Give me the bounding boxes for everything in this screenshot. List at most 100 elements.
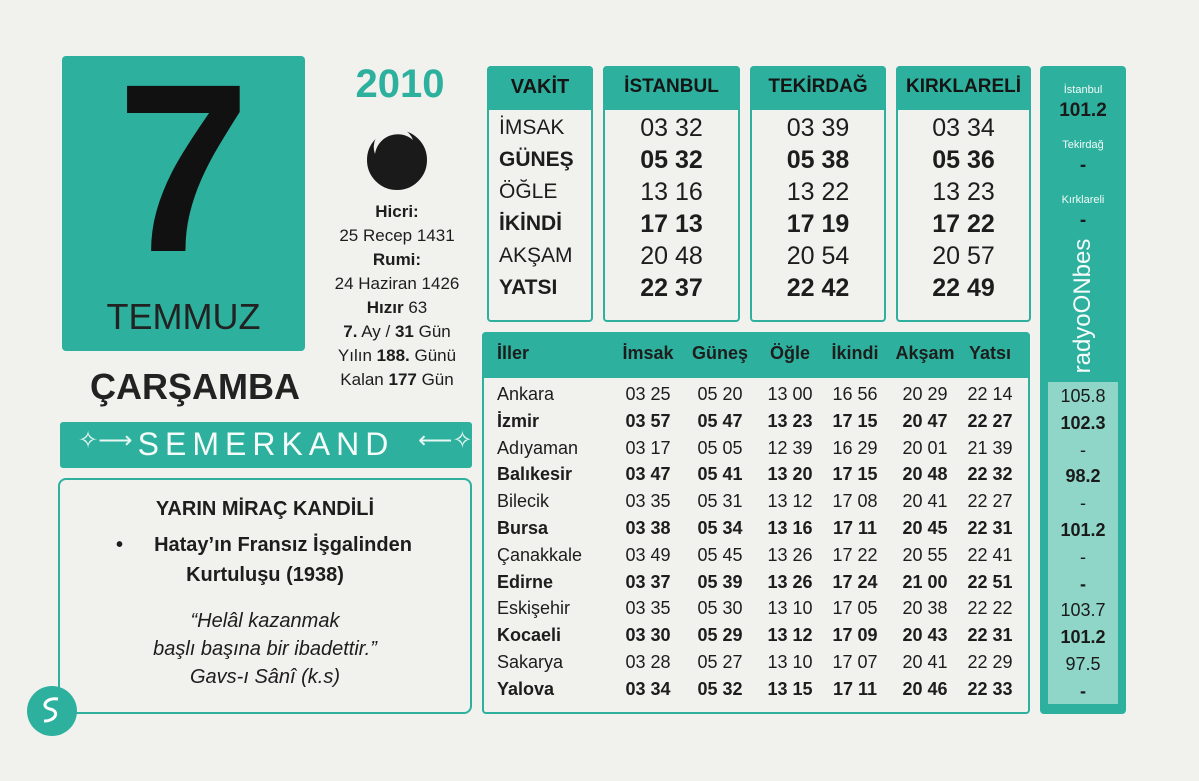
prayer-time: 20 57 (932, 242, 995, 270)
brand-band (60, 422, 472, 468)
cities-header-text: Öğle (769, 343, 810, 363)
prayer-header-text: İSTANBUL (624, 76, 719, 97)
info-text: Rumi: (372, 250, 422, 269)
city-time: 17 08 (832, 491, 878, 512)
info-line: Kalan 177 Gün (318, 368, 476, 392)
city-time: 05 31 (697, 491, 743, 512)
prayer-time: 03 34 (932, 114, 995, 142)
prayer-name: ÖĞLE (499, 180, 558, 203)
city-time: 20 48 (902, 464, 948, 485)
city-name: Eskişehir (497, 598, 571, 619)
info-text: 63 (403, 298, 428, 317)
brand-ornament: ⟵✧ (418, 427, 473, 454)
city-name: Bilecik (497, 491, 550, 512)
prayer-time: 05 36 (932, 146, 995, 174)
city-time: 03 25 (625, 384, 671, 404)
prayer-col-header (896, 66, 1031, 110)
info-line: Rumi: (318, 248, 476, 272)
radio-freq: - (1079, 210, 1087, 231)
note-bullet-line: Kurtuluşu (1938) (186, 564, 344, 586)
brand-logo (27, 686, 77, 736)
city-time: 20 01 (902, 437, 948, 458)
info-text: Yılın (337, 346, 377, 365)
cities-header-text: Yatsı (968, 343, 1012, 363)
prayer-time: 13 16 (640, 178, 703, 206)
city-time: 03 57 (625, 410, 671, 431)
city-time: 21 39 (967, 437, 1013, 458)
note-bullet: • (116, 534, 124, 556)
prayer-name: GÜNEŞ (499, 148, 574, 171)
city-time: 20 41 (902, 491, 948, 512)
note-title: YARIN MİRAÇ KANDİLİ (155, 498, 375, 520)
city-time: 03 28 (625, 652, 671, 672)
prayer-header-text: VAKİT (510, 76, 570, 98)
prayer-name: AKŞAM (499, 244, 573, 267)
radio-freq: 101.2 (1060, 627, 1106, 648)
city-time: 13 10 (767, 652, 813, 672)
prayer-time: 03 32 (640, 114, 703, 142)
info-text: Ay / (357, 322, 395, 341)
city-time: 17 15 (832, 410, 878, 431)
city-time: 20 29 (902, 384, 948, 404)
info-text: Hızır (366, 298, 404, 317)
city-time: 22 14 (967, 384, 1013, 404)
city-time: 05 29 (697, 625, 743, 646)
city-time: 20 55 (902, 544, 948, 565)
city-name: Adıyaman (497, 437, 579, 458)
city-time: 17 09 (832, 625, 878, 646)
city-time: 20 38 (902, 598, 948, 619)
prayer-time: 22 37 (640, 274, 703, 302)
prayer-header-text: TEKİRDAĞ (768, 76, 868, 97)
city-time: 13 20 (767, 464, 813, 485)
city-time: 03 47 (625, 464, 671, 485)
prayer-time: 13 22 (786, 178, 850, 206)
city-time: 20 47 (902, 410, 948, 431)
radio-freq: 98.2 (1065, 466, 1101, 487)
info-text: 177 (388, 370, 417, 389)
city-name: Balıkesir (497, 464, 573, 485)
radio-freq-panel (1048, 382, 1118, 704)
city-name: Bursa (497, 518, 549, 538)
city-time: 17 07 (832, 652, 878, 672)
radio-freq: 101.2 (1059, 100, 1107, 121)
info-text: Kalan (340, 370, 389, 389)
city-time: 13 00 (767, 384, 813, 404)
day-box (62, 56, 305, 351)
city-time: 16 56 (832, 384, 878, 404)
prayer-header-text: KIRKLARELİ (905, 76, 1022, 97)
city-time: 03 17 (625, 437, 671, 458)
prayer-time: 05 38 (786, 146, 850, 174)
radio-freq: 105.8 (1060, 386, 1106, 406)
prayer-time: 17 22 (932, 210, 995, 238)
info-text: Gün (413, 322, 451, 341)
prayer-col-header (603, 66, 740, 110)
city-time: 05 20 (697, 384, 743, 404)
info-line: Hicri: (318, 200, 476, 224)
info-line: 25 Recep 1431 (318, 224, 476, 248)
city-time: 17 24 (832, 571, 878, 592)
info-text: 188. (376, 346, 410, 365)
city-time: 05 34 (697, 518, 743, 538)
city-name: Kocaeli (497, 625, 562, 646)
city-time: 22 27 (967, 491, 1013, 512)
city-time: 12 39 (767, 437, 813, 458)
month: TEMMUZ (106, 296, 261, 337)
moon-icon (367, 128, 427, 190)
city-time: 20 43 (902, 625, 948, 646)
city-time: 13 26 (767, 544, 813, 565)
info-line: Yılın 188. Günü (318, 344, 476, 368)
city-time: 13 16 (767, 518, 813, 538)
city-time: 05 30 (697, 598, 743, 619)
prayer-time: 05 32 (640, 146, 703, 174)
prayer-time: 03 39 (786, 114, 850, 142)
info-line: 24 Haziran 1426 (318, 272, 476, 296)
radio-freq: 102.3 (1060, 412, 1106, 433)
city-time: 13 12 (767, 491, 813, 512)
radio-freq: - (1080, 573, 1086, 594)
city-time: 05 05 (697, 437, 743, 458)
prayer-time: 22 49 (932, 274, 995, 302)
brand-ornament: ✧⟶ (78, 427, 133, 454)
radio-freq: 101.2 (1060, 520, 1106, 540)
city-time: 17 11 (832, 678, 878, 699)
